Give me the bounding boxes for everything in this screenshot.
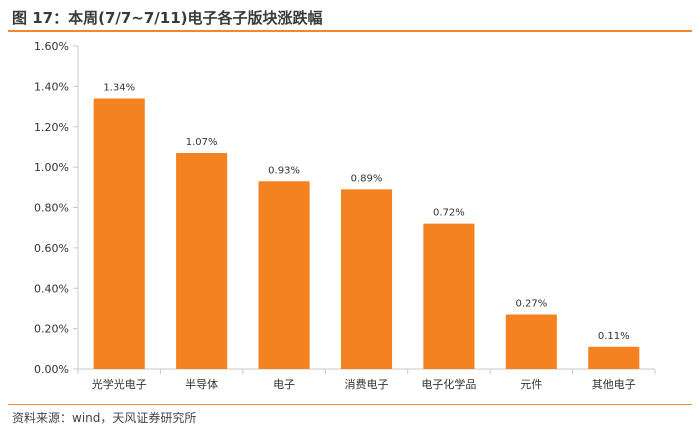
category-label: 元件: [520, 378, 542, 391]
figure-title: 图 17：本周(7/7~7/11)电子各子版块涨跌幅: [12, 9, 323, 27]
category-label: 半导体: [185, 377, 218, 391]
bar-2: [176, 152, 228, 369]
y-tick-label: 0.60%: [34, 242, 69, 255]
data-label: 0.89%: [351, 173, 383, 184]
bar-5: [423, 223, 475, 369]
y-tick-label: 1.20%: [34, 121, 69, 134]
category-label: 光学光电子: [92, 377, 147, 391]
y-tick-label: 0.00%: [34, 363, 69, 376]
data-label: 0.11%: [598, 331, 630, 342]
y-tick-label: 0.40%: [34, 282, 69, 295]
y-tick-label: 1.00%: [34, 161, 69, 174]
bar-1: [93, 98, 145, 370]
bar-7: [588, 346, 640, 369]
bar-3: [258, 181, 310, 369]
category-label: 电子化学品: [421, 377, 476, 391]
footer-rule: [8, 404, 692, 405]
category-label: 消费电子: [345, 377, 389, 391]
source-note: 资料来源：wind，天风证券研究所: [12, 411, 197, 425]
data-label: 0.27%: [515, 298, 547, 309]
category-label: 其他电子: [592, 378, 636, 391]
y-tick-label: 1.40%: [34, 80, 69, 93]
data-label: 1.34%: [103, 82, 135, 93]
data-label: 0.72%: [433, 208, 465, 219]
y-tick-label: 1.60%: [34, 40, 69, 53]
y-tick-label: 0.20%: [34, 323, 69, 336]
category-label: 电子: [273, 378, 295, 391]
bar-chart: 0.00% 0.20% 0.40% 0.60% 0.80% 1.00% 1.20% 1.40%…: [34, 40, 656, 391]
data-label: 1.07%: [186, 137, 218, 148]
bar-4: [340, 189, 393, 369]
title-rule: [8, 30, 692, 32]
y-tick-label: 0.80%: [34, 202, 69, 215]
data-label: 0.93%: [268, 165, 300, 176]
bar-6: [505, 314, 557, 369]
